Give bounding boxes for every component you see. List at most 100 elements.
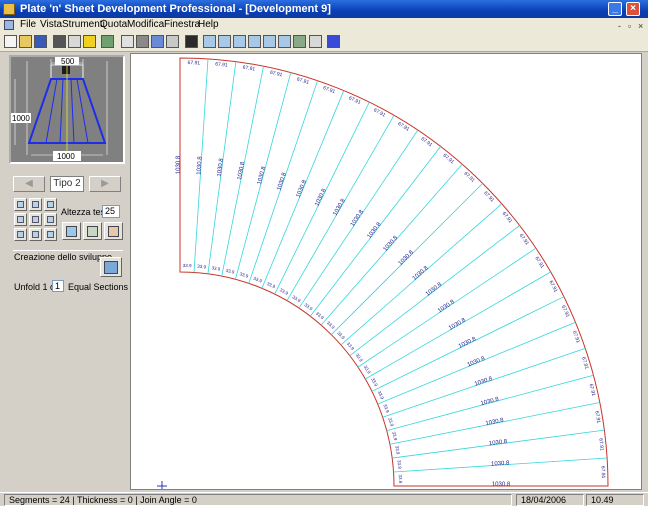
height-label: 1000 xyxy=(12,114,30,123)
menu-vista[interactable]: Vista xyxy=(40,19,63,30)
shape-option-4-button[interactable] xyxy=(14,213,27,226)
shape-option-7-button[interactable] xyxy=(14,228,27,241)
shape-option-3-button[interactable] xyxy=(44,198,57,211)
outer-chord-label: 67.91 xyxy=(215,61,228,68)
generatrix-line xyxy=(309,146,441,317)
outer-chord-label: 67.91 xyxy=(580,356,589,370)
generatrix-line xyxy=(389,402,600,445)
generatrix-length-label: 1030.8 xyxy=(489,439,509,447)
cursor-icon[interactable] xyxy=(120,34,135,49)
generatrix-length-label: 1030.8 xyxy=(237,161,247,181)
generatrix-line xyxy=(331,183,483,335)
outer-chord-label: 67.91 xyxy=(597,438,604,451)
shape-option-5-button[interactable] xyxy=(29,213,42,226)
generatrix-length-label: 1030.8 xyxy=(350,209,366,228)
inner-chord-label: 33.9 xyxy=(370,377,379,388)
zoom-in-icon[interactable] xyxy=(202,34,217,49)
text-height-input[interactable]: 25 xyxy=(102,205,120,218)
outer-chord-label: 67.91 xyxy=(547,280,558,294)
generatrix-line xyxy=(349,225,520,357)
generatrix-length-label: 1030.8 xyxy=(196,156,203,175)
generatrix-length-label: 1030.8 xyxy=(491,460,510,467)
menu-finestra[interactable]: Finestra xyxy=(164,19,201,30)
outer-chord-label: 67.91 xyxy=(482,190,495,203)
document-icon[interactable] xyxy=(4,20,14,30)
edit-button[interactable] xyxy=(62,222,81,240)
previous-type-button[interactable]: ◀ xyxy=(13,176,45,192)
inner-chord-label: 33.9 xyxy=(239,271,249,278)
next-type-button[interactable]: ▶ xyxy=(89,176,121,192)
create-development-button[interactable] xyxy=(100,257,122,277)
menu-file[interactable]: File xyxy=(20,19,37,30)
unfold-input[interactable]: 1 xyxy=(52,280,64,292)
text-icon[interactable] xyxy=(165,34,180,49)
dimension-icon[interactable] xyxy=(150,34,165,49)
generatrix-line xyxy=(386,374,594,431)
shape-option-1-button[interactable] xyxy=(14,198,27,211)
close-button[interactable]: × xyxy=(626,2,640,16)
generatrix-length-label: 1030.8 xyxy=(332,197,347,216)
line-icon[interactable] xyxy=(135,34,150,49)
generatrix-length-label: 1030.8 xyxy=(425,281,444,297)
open-icon[interactable] xyxy=(18,34,33,49)
menu-quota[interactable]: Quota xyxy=(100,19,128,30)
outer-chord-label: 67.91 xyxy=(501,211,514,225)
outer-chord-label: 67.91 xyxy=(600,466,606,479)
generatrix-line xyxy=(357,247,537,368)
zoom-out-icon[interactable] xyxy=(217,34,232,49)
pan-icon[interactable] xyxy=(292,34,307,49)
group-divider xyxy=(13,250,123,251)
generatrix-line xyxy=(365,271,551,380)
export-button[interactable] xyxy=(104,222,123,240)
generatrix-line xyxy=(340,203,503,346)
outer-chord-label: 67.91 xyxy=(242,65,256,73)
generatrix-length-label: 1030.8 xyxy=(437,299,456,315)
generatrix-line xyxy=(382,348,586,418)
shape-option-2-button[interactable] xyxy=(29,198,42,211)
generatrix-length-label: 1030.8 xyxy=(398,249,416,267)
inner-chord-label: 33.9 xyxy=(387,417,394,427)
mdi-restore-icon[interactable]: ▫ xyxy=(628,21,632,31)
shape-option-9-button[interactable] xyxy=(44,228,57,241)
zoom-window-icon[interactable] xyxy=(232,34,247,49)
status-bar: Segments = 24 | Thickness = 0 | Join Ang… xyxy=(0,492,648,506)
zoom-extents-icon[interactable] xyxy=(262,34,277,49)
generatrix-line xyxy=(298,129,419,309)
menu-strumenti[interactable]: Strumenti xyxy=(62,19,105,30)
menu-modifica[interactable]: Modifica xyxy=(127,19,165,30)
mdi-minimize-icon[interactable]: - xyxy=(618,21,621,31)
zoom-previous-icon[interactable] xyxy=(277,34,292,49)
inner-chord-label: 33.9 xyxy=(197,264,207,270)
inner-chord-label: 33.9 xyxy=(291,294,302,303)
new-icon[interactable] xyxy=(3,34,18,49)
inner-chord-label: 33.9 xyxy=(279,287,290,296)
generatrix-length-label: 1030.8 xyxy=(492,482,511,488)
status-date: 18/04/2006 xyxy=(516,494,584,506)
outer-chord-label: 67.91 xyxy=(187,60,200,66)
layers-icon[interactable] xyxy=(308,34,323,49)
grid-icon[interactable] xyxy=(67,34,82,49)
shape-option-6-button[interactable] xyxy=(44,213,57,226)
properties-button[interactable] xyxy=(83,222,102,240)
save-icon[interactable] xyxy=(33,34,48,49)
generatrix-line xyxy=(274,101,370,295)
generatrix-length-label: 1030.8 xyxy=(367,221,383,240)
help-icon[interactable] xyxy=(326,34,341,49)
select-icon[interactable] xyxy=(82,34,97,49)
generatrix-length-label: 1030.8 xyxy=(485,418,505,428)
zoom-all-icon[interactable] xyxy=(247,34,262,49)
rotate-icon[interactable] xyxy=(184,34,199,49)
minimize-button[interactable]: _ xyxy=(608,2,622,16)
menu-help[interactable]: Help xyxy=(198,19,219,30)
generatrix-line xyxy=(235,72,292,280)
generatrix-length-label: 1030.8 xyxy=(474,376,494,388)
shape-option-8-button[interactable] xyxy=(29,228,42,241)
generatrix-length-label: 1030.8 xyxy=(458,336,478,350)
mdi-close-icon[interactable]: × xyxy=(638,21,644,31)
top-diameter-label: 500 xyxy=(61,57,75,66)
generatrix-line xyxy=(286,115,395,301)
drawing-canvas[interactable]: 1030.8 1030.8 1030.8 1030.8 1030.8 1030.8 1030… xyxy=(130,53,642,490)
snap-icon[interactable] xyxy=(100,34,115,49)
print-icon[interactable] xyxy=(52,34,67,49)
generatrix-line xyxy=(193,58,209,273)
